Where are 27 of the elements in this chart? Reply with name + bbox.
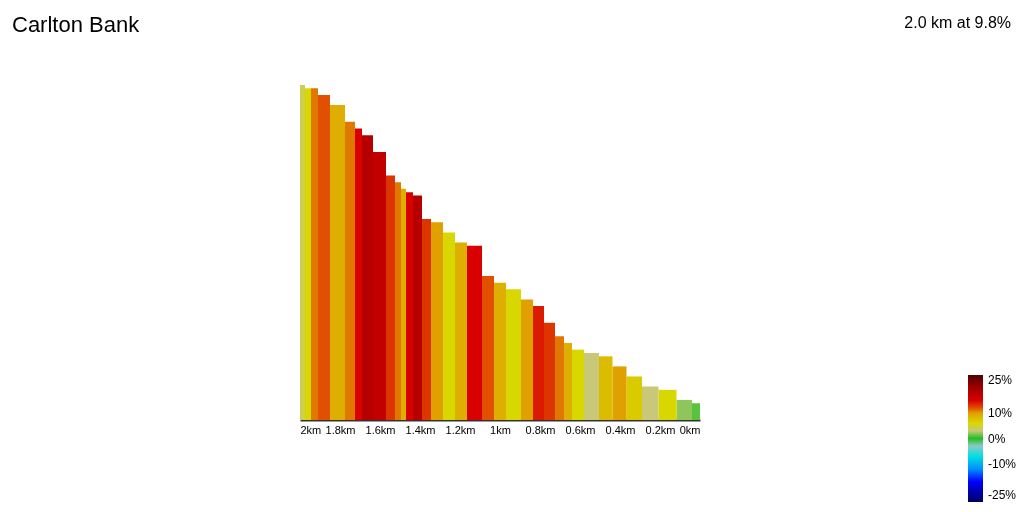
x-tick-label: 0.2km [645,423,676,436]
bar [431,222,443,420]
x-tick-label: 1km [490,423,511,436]
color-bar-label: 0% [988,431,1006,446]
x-tick-label: 0.6km [565,423,596,436]
color-bar-label: 25% [988,373,1013,387]
x-tick-label: 1.8km [325,423,356,436]
color-bar-label: -10% [988,456,1017,471]
x-tick-label: 0.4km [605,423,636,436]
color-bar-label: 10% [988,406,1013,421]
bar [443,232,455,420]
color-bar-label: -25% [988,488,1017,502]
x-tick-label: 2km [300,423,322,436]
bar [521,299,533,420]
text: 2.0 km at 9.8% [904,14,1011,31]
bar [455,242,467,420]
bar [494,282,506,420]
x-tick-label: 1.2km [445,423,476,436]
bar [533,306,544,420]
bar [599,356,613,420]
x-tick-label: 0km [679,423,701,436]
x-tick-label: 0.8km [525,423,556,436]
bar [318,95,330,420]
bar [544,322,555,420]
text: Carlton Bank [12,12,141,37]
x-tick-label: 1.6km [365,423,396,436]
x-tick-label: 1.4km [405,423,436,436]
